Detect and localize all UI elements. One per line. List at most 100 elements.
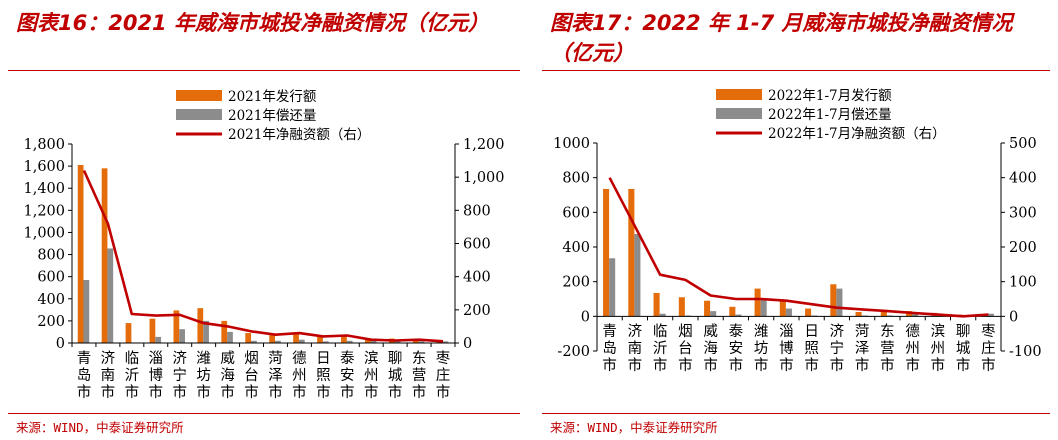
bar-issuance	[704, 300, 711, 317]
right-tick-label: 800	[463, 203, 491, 219]
right-tick-label: 500	[1009, 136, 1037, 152]
right-tick-label: 300	[1009, 205, 1037, 221]
bar-issuance	[125, 323, 132, 343]
left-tick-label: 1,800	[23, 137, 65, 153]
bar-issuance	[364, 338, 371, 343]
bar-issuance	[628, 188, 635, 317]
title-divider	[542, 70, 1050, 71]
category-label: 临沂市	[653, 323, 668, 374]
right-tick-label: 200	[463, 303, 491, 319]
bar-issuance	[269, 335, 275, 343]
bar-issuance	[754, 288, 761, 317]
bar-issuance	[341, 335, 347, 343]
bar-issuance	[729, 306, 736, 317]
right-tick-label: 600	[463, 237, 491, 253]
category-label: 济宁市	[172, 350, 187, 401]
legend-label: 2022年1-7月偿还量	[768, 107, 892, 123]
category-label: 潍坊市	[754, 323, 769, 374]
source-note: 来源：WIND，中泰证券研究所	[550, 420, 718, 435]
category-label: 菏泽市	[855, 323, 870, 374]
bar-repayment	[251, 340, 257, 343]
left-tick-label: 1,200	[23, 203, 65, 219]
legend-label: 2021年净融资额（右）	[228, 127, 370, 143]
bar-issuance	[221, 320, 228, 343]
category-label: 东营市	[880, 323, 895, 374]
legend-swatch	[716, 89, 762, 100]
bar-issuance	[245, 333, 252, 343]
bar-repayment	[735, 314, 742, 317]
bar-issuance	[805, 308, 812, 317]
left-tick-label: 800	[37, 248, 65, 264]
category-label: 滨州市	[931, 323, 946, 374]
bar-repayment	[107, 248, 114, 343]
title-divider	[8, 70, 520, 71]
bar-issuance	[830, 284, 837, 317]
bar-repayment	[785, 308, 792, 317]
bar-issuance	[603, 188, 610, 317]
footer-divider	[8, 413, 520, 414]
left-tick-label: 400	[37, 292, 65, 308]
legend-label: 2022年1-7月净融资额（右）	[768, 126, 946, 142]
bar-repayment	[203, 320, 209, 343]
left-tick-label: 0	[581, 309, 590, 325]
right-tick-label: -100	[1009, 344, 1042, 360]
legend-swatch	[176, 90, 222, 101]
right-tick-label: 400	[1009, 171, 1037, 187]
left-tick-label: 800	[562, 171, 590, 187]
bar-repayment	[609, 258, 616, 317]
net-financing-line	[82, 169, 444, 343]
legend-label: 2021年偿还量	[228, 108, 316, 124]
footer-divider	[542, 413, 1050, 414]
bar-repayment	[274, 340, 281, 343]
category-label: 烟台市	[678, 323, 693, 374]
bar-issuance	[77, 165, 84, 343]
bar-repayment	[298, 339, 305, 343]
left-tick-label: 1,400	[23, 181, 65, 197]
legend-label: 2022年1-7月发行额	[768, 88, 892, 104]
bar-repayment	[710, 311, 717, 317]
category-label: 济宁市	[830, 323, 845, 374]
category-label: 日照市	[316, 351, 331, 401]
left-tick-label: 400	[562, 240, 590, 256]
bar-issuance	[653, 292, 660, 317]
chart-title: 图表16：2021 年威海市城投净融资情况（亿元）	[16, 11, 489, 35]
bar-issuance	[779, 300, 786, 317]
left-tick-label: 0	[56, 336, 65, 352]
left-tick-label: -200	[557, 344, 590, 360]
bar-repayment	[179, 329, 185, 343]
bar-issuance	[855, 312, 862, 317]
category-label: 威海市	[703, 323, 718, 374]
category-label: 东营市	[412, 350, 427, 401]
bar-repayment	[442, 341, 449, 343]
chart-title: 图表17：2022 年 1-7 月威海市城投净融资情况（亿元）	[550, 11, 1013, 65]
left-tick-label: 1,000	[23, 225, 65, 241]
legend-swatch	[176, 109, 222, 120]
bar-issuance	[293, 333, 299, 343]
category-label: 泰安市	[340, 350, 355, 401]
category-label: 德州市	[905, 323, 920, 374]
left-tick-label: 200	[562, 275, 590, 291]
bar-repayment	[836, 288, 843, 317]
legend-swatch	[716, 108, 762, 119]
right-tick-label: 0	[1009, 309, 1018, 325]
left-tick-label: 600	[562, 205, 590, 221]
chart-2021-svg: 0 200 400 600 800 1,000 1,200 1,400 1,600 1,800 0 2…	[23, 89, 504, 401]
bar-repayment	[760, 298, 767, 317]
category-label: 青岛市	[77, 350, 92, 401]
bar-issuance	[101, 168, 108, 343]
chart-2022-svg: -200 0 200 400 600 800 1000 -100 0 100 200 300 400 50…	[553, 88, 1042, 374]
bar-repayment	[987, 313, 994, 317]
category-label: 济南市	[101, 350, 116, 401]
category-label: 枣庄市	[436, 350, 451, 401]
right-tick-label: 200	[1009, 240, 1037, 256]
bar-issuance	[149, 318, 156, 343]
bar-repayment	[155, 336, 162, 343]
category-label: 威海市	[220, 350, 235, 401]
bar-issuance	[173, 310, 180, 343]
bar-repayment	[83, 279, 90, 343]
bar-issuance	[317, 336, 323, 343]
legend-label: 2021年发行额	[228, 89, 317, 105]
bar-repayment	[418, 341, 425, 343]
category-label: 济南市	[628, 323, 643, 374]
category-label: 菏泽市	[268, 350, 283, 401]
